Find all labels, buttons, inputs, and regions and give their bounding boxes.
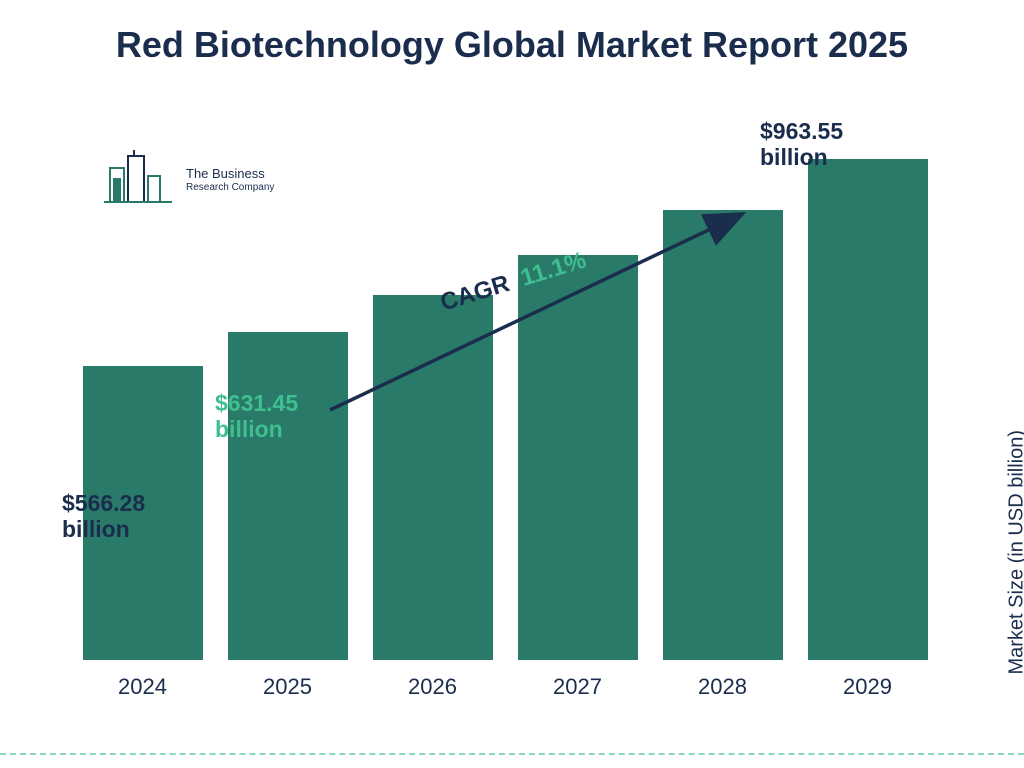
bar-2029 bbox=[803, 159, 933, 660]
bar-chart: 2024 2025 2026 2027 2028 2029 bbox=[70, 140, 940, 700]
bar-2027 bbox=[513, 255, 643, 660]
bar-2025 bbox=[223, 332, 353, 660]
x-axis-label: 2026 bbox=[368, 666, 498, 700]
y-axis-label: Market Size (in USD billion) bbox=[1006, 430, 1024, 675]
bar-2026 bbox=[368, 295, 498, 660]
x-axis-label: 2024 bbox=[78, 666, 208, 700]
bar bbox=[373, 295, 493, 660]
bar bbox=[808, 159, 928, 660]
x-axis-label: 2029 bbox=[803, 666, 933, 700]
bar bbox=[518, 255, 638, 660]
x-axis-label: 2028 bbox=[658, 666, 788, 700]
bar-2028 bbox=[658, 210, 788, 660]
x-axis-label: 2025 bbox=[223, 666, 353, 700]
chart-title: Red Biotechnology Global Market Report 2… bbox=[0, 0, 1024, 67]
value-label: $963.55billion bbox=[760, 118, 843, 171]
x-axis-label: 2027 bbox=[513, 666, 643, 700]
bar bbox=[663, 210, 783, 660]
bottom-dashed-divider bbox=[0, 753, 1024, 755]
value-label: $631.45billion bbox=[215, 390, 298, 443]
value-label: $566.28billion bbox=[62, 490, 145, 543]
bar bbox=[228, 332, 348, 660]
